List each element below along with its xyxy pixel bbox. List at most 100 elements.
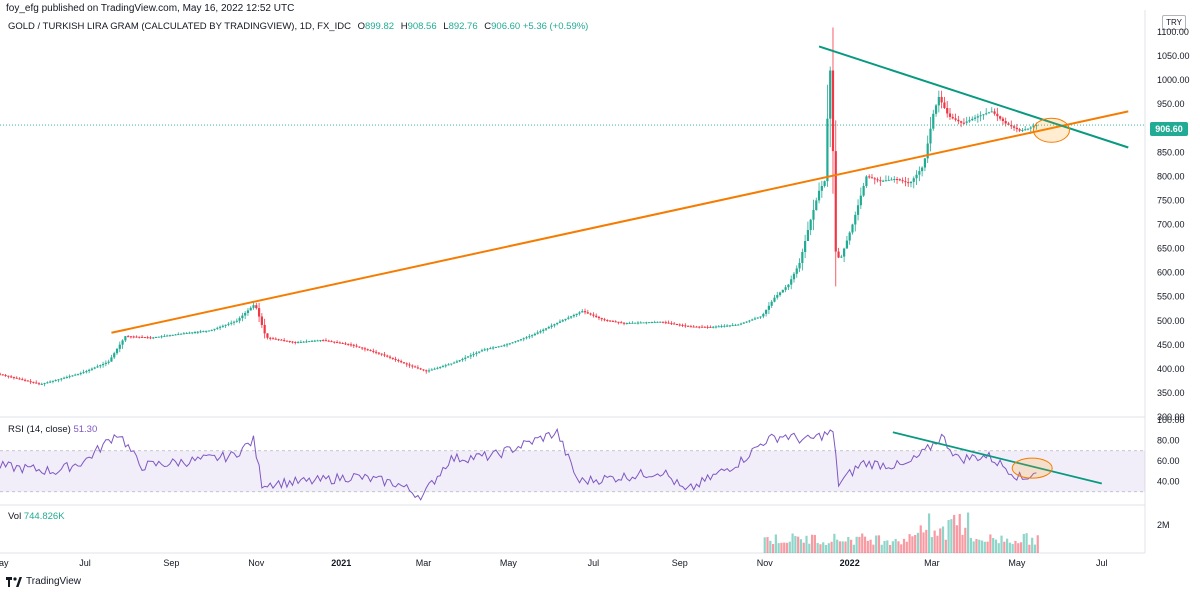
candle-body — [191, 332, 194, 334]
candle-body — [787, 284, 790, 288]
volume-legend: Vol 744.826K — [8, 511, 65, 522]
volume-bar — [877, 535, 881, 553]
volume-bar — [969, 537, 972, 553]
candle-body — [163, 335, 166, 337]
candle-body — [143, 337, 146, 339]
candle-body — [335, 342, 339, 344]
candle-body — [812, 210, 815, 220]
candle-body — [508, 343, 511, 345]
candle-body — [99, 365, 102, 367]
orange-support-trendline — [111, 110, 1129, 334]
price-tick-label: 750.00 — [1157, 195, 1185, 205]
volume-bar — [827, 543, 830, 553]
candle-body — [76, 373, 80, 375]
candle-body — [283, 340, 286, 342]
candle-body — [503, 345, 506, 347]
drawings[interactable] — [111, 45, 1129, 485]
candle-body — [901, 180, 904, 182]
volume-bar — [783, 542, 786, 553]
candle-body — [946, 107, 949, 114]
time-tick-label: May — [1008, 558, 1026, 568]
candle-body — [999, 116, 1002, 119]
candle-body — [611, 320, 614, 322]
candle-body — [517, 340, 520, 342]
candle-body — [210, 329, 213, 331]
time-tick-label: May — [0, 558, 9, 568]
candle-body — [547, 326, 550, 329]
volume-bar — [961, 534, 964, 553]
candle-body — [960, 121, 963, 123]
candle-body — [230, 322, 233, 324]
time-tick-label: Sep — [672, 558, 688, 568]
time-axis[interactable]: May Jul Sep Nov 2021 Mar May Jul Sep Nov 2022 Mar Ma… — [0, 558, 1108, 568]
candle-body — [494, 346, 497, 348]
candle-body — [15, 377, 18, 379]
candle-body — [948, 113, 952, 117]
candle-body — [271, 338, 275, 340]
candle-body — [804, 241, 807, 252]
volume-bar — [780, 542, 783, 553]
candle-body — [241, 315, 244, 319]
candle-body — [673, 323, 676, 325]
volume-bar — [980, 540, 984, 553]
candle-body — [402, 362, 406, 364]
candle-body — [174, 334, 177, 336]
rsi-line — [0, 427, 1037, 501]
candle-body — [232, 321, 236, 323]
candle-body — [419, 368, 422, 370]
price-tick-label: 300.00 — [1157, 412, 1185, 422]
volume-bar — [994, 539, 998, 553]
low-value: 892.76 — [448, 21, 478, 32]
candle-body — [413, 366, 417, 368]
price-tick-label: 700.00 — [1157, 220, 1185, 230]
candle-body — [478, 351, 481, 353]
price-tick-label: 450.00 — [1157, 340, 1185, 350]
candle-body — [411, 365, 414, 367]
price-axis[interactable]: 1100.001050.001000.00950.00900.00850.008… — [1157, 27, 1190, 422]
low-label: L — [443, 21, 449, 32]
candle-body — [149, 337, 152, 339]
candle-body — [973, 117, 977, 119]
candle-body — [500, 345, 503, 347]
candle-body — [845, 240, 849, 249]
candle-body — [202, 331, 205, 333]
candle-body — [525, 337, 528, 339]
candle-body — [556, 322, 559, 325]
volume-bar — [766, 537, 769, 553]
candle-body — [444, 365, 447, 367]
close-label: C — [484, 21, 492, 32]
volume-bar — [911, 536, 914, 553]
candle-body — [79, 373, 82, 375]
candle-body — [394, 358, 397, 361]
candle-body — [968, 120, 971, 122]
tradingview-brand[interactable]: TradingView — [6, 576, 81, 587]
currency-label[interactable]: TRY — [1162, 15, 1186, 30]
candle-body — [430, 369, 433, 371]
time-tick-label: Jul — [588, 558, 600, 568]
volume-bar — [930, 537, 933, 553]
candle-body — [1004, 121, 1007, 124]
candle-body — [659, 321, 662, 323]
candle-body — [472, 353, 475, 356]
volume-bar — [794, 536, 797, 553]
candle-body — [720, 326, 723, 328]
volume-bar — [914, 534, 917, 553]
time-tick-label: Jul — [1096, 558, 1108, 568]
candle-body — [255, 305, 258, 309]
volume-axis[interactable]: 2M — [1157, 520, 1170, 530]
rsi-axis[interactable]: 100.00 80.00 60.00 40.00 — [1157, 415, 1185, 487]
time-tick-label: 2021 — [331, 558, 351, 568]
candle-body — [609, 320, 612, 322]
volume-bar — [791, 533, 794, 553]
volume-bar — [836, 539, 839, 553]
candle-body — [85, 370, 88, 373]
candle-body — [681, 324, 684, 326]
candle-body — [486, 348, 489, 350]
volume-bar — [972, 541, 975, 553]
candle-body — [698, 326, 701, 328]
last-price-tag: 906.60 — [1150, 122, 1188, 136]
candle-body — [795, 268, 798, 274]
candle-body — [313, 340, 316, 342]
high-value: 908.56 — [407, 21, 437, 32]
